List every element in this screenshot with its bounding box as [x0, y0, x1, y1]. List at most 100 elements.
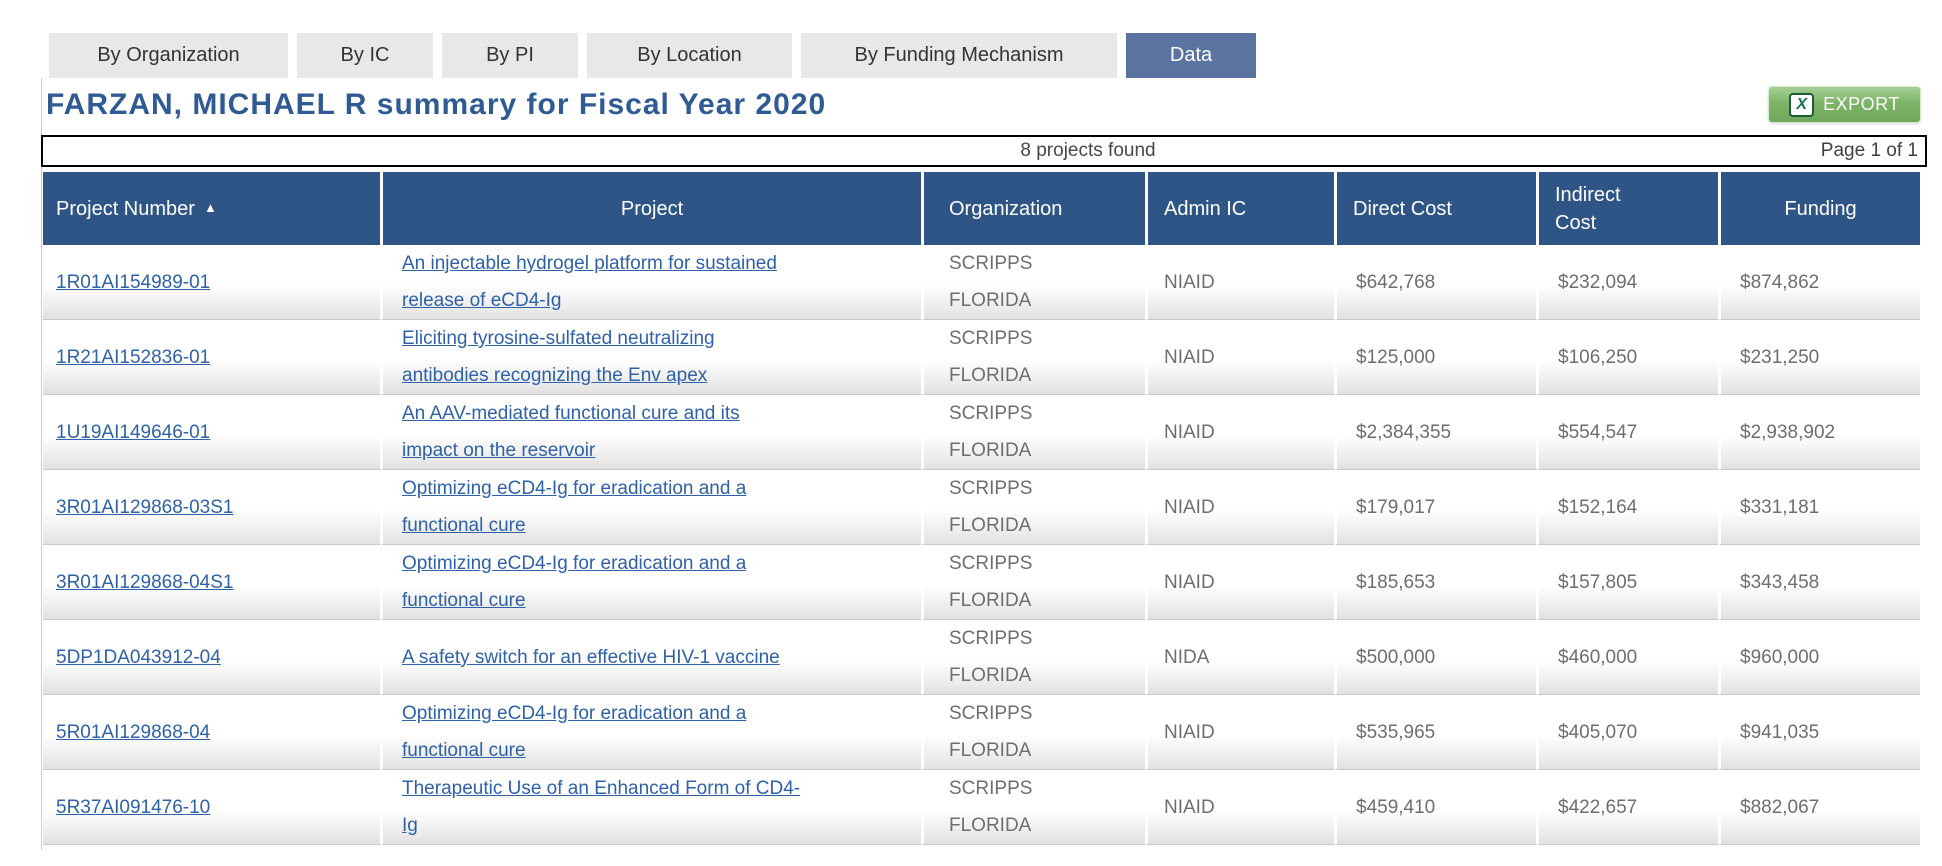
cell-admin-ic: NIAID — [1145, 395, 1334, 470]
column-header-funding[interactable]: Funding — [1718, 172, 1920, 245]
cell-organization: SCRIPPS FLORIDA — [921, 545, 1145, 620]
project-title-link[interactable]: An AAV-mediated functional cure and its … — [402, 403, 740, 461]
project-title-link[interactable]: Optimizing eCD4-Ig for eradication and a… — [402, 553, 747, 611]
cell-project: An injectable hydrogel platform for sust… — [380, 245, 921, 320]
column-header-label: Organization — [949, 197, 1063, 220]
export-button[interactable]: X EXPORT — [1768, 86, 1921, 123]
project-number-link[interactable]: 5R01AI129868-04 — [56, 721, 211, 743]
cell-direct-cost: $185,653 — [1334, 545, 1536, 620]
projects-table: Project Number ▲ Project Organization Adm… — [43, 172, 1920, 845]
results-bar: 8 projects found Page 1 of 1 — [41, 135, 1927, 167]
export-button-label: EXPORT — [1823, 94, 1900, 114]
column-header-direct-cost[interactable]: Direct Cost — [1334, 172, 1536, 245]
column-header-label: Direct Cost — [1353, 197, 1452, 220]
tab-by-funding-mechanism[interactable]: By Funding Mechanism — [801, 33, 1117, 78]
project-number-link[interactable]: 1R01AI154989-01 — [56, 271, 211, 293]
project-title-link[interactable]: Eliciting tyrosine-sulfated neutralizing… — [402, 328, 715, 386]
column-header-label: Admin IC — [1164, 197, 1247, 220]
cell-project: A safety switch for an effective HIV-1 v… — [380, 620, 921, 695]
cell-project: An AAV-mediated functional cure and its … — [380, 395, 921, 470]
cell-admin-ic: NIAID — [1145, 320, 1334, 395]
cell-funding: $2,938,902 — [1718, 395, 1920, 470]
cell-direct-cost: $459,410 — [1334, 770, 1536, 845]
projects-found-count: 8 projects found — [1020, 140, 1156, 161]
cell-funding: $960,000 — [1718, 620, 1920, 695]
tab-by-pi[interactable]: By PI — [442, 33, 578, 78]
excel-icon: X — [1789, 92, 1815, 117]
project-title-link[interactable]: Optimizing eCD4-Ig for eradication and a… — [402, 703, 747, 761]
cell-funding: $331,181 — [1718, 470, 1920, 545]
page-title: FARZAN, MICHAEL R summary for Fiscal Yea… — [46, 88, 827, 121]
sort-ascending-icon: ▲ — [203, 199, 217, 215]
cell-direct-cost: $2,384,355 — [1334, 395, 1536, 470]
cell-organization: SCRIPPS FLORIDA — [921, 695, 1145, 770]
cell-organization: SCRIPPS FLORIDA — [921, 620, 1145, 695]
project-number-link[interactable]: 5R37AI091476-10 — [56, 796, 211, 818]
cell-organization: SCRIPPS FLORIDA — [921, 470, 1145, 545]
cell-project-number: 1R01AI154989-01 — [43, 245, 380, 320]
cell-project-number: 1U19AI149646-01 — [43, 395, 380, 470]
cell-indirect-cost: $422,657 — [1536, 770, 1718, 845]
column-header-label: Indirect Cost — [1555, 183, 1621, 234]
cell-project: Optimizing eCD4-Ig for eradication and a… — [380, 545, 921, 620]
tab-by-organization[interactable]: By Organization — [49, 33, 288, 78]
tab-by-location[interactable]: By Location — [587, 33, 792, 78]
project-title-link[interactable]: Therapeutic Use of an Enhanced Form of C… — [402, 778, 801, 836]
cell-project-number: 3R01AI129868-03S1 — [43, 470, 380, 545]
cell-admin-ic: NIAID — [1145, 245, 1334, 320]
project-title-link[interactable]: A safety switch for an effective HIV-1 v… — [402, 646, 780, 668]
cell-organization: SCRIPPS FLORIDA — [921, 770, 1145, 845]
cell-indirect-cost: $405,070 — [1536, 695, 1718, 770]
project-number-link[interactable]: 1U19AI149646-01 — [56, 421, 211, 443]
cell-admin-ic: NIAID — [1145, 695, 1334, 770]
cell-project-number: 3R01AI129868-04S1 — [43, 545, 380, 620]
tab-by-ic[interactable]: By IC — [297, 33, 433, 78]
cell-admin-ic: NIAID — [1145, 770, 1334, 845]
cell-direct-cost: $500,000 — [1334, 620, 1536, 695]
cell-indirect-cost: $232,094 — [1536, 245, 1718, 320]
table-row: 3R01AI129868-03S1 Optimizing eCD4-Ig for … — [43, 470, 1920, 545]
project-number-link[interactable]: 3R01AI129868-03S1 — [56, 496, 234, 518]
projects-table-body: 1R01AI154989-01 An injectable hydrogel pl… — [43, 245, 1920, 845]
cell-organization: SCRIPPS FLORIDA — [921, 395, 1145, 470]
cell-project-number: 5R01AI129868-04 — [43, 695, 380, 770]
cell-indirect-cost: $152,164 — [1536, 470, 1718, 545]
table-row: 1R21AI152836-01 Eliciting tyrosine-sulfat… — [43, 320, 1920, 395]
table-row: 3R01AI129868-04S1 Optimizing eCD4-Ig for … — [43, 545, 1920, 620]
cell-indirect-cost: $106,250 — [1536, 320, 1718, 395]
project-number-link[interactable]: 1R21AI152836-01 — [56, 346, 211, 368]
project-title-link[interactable]: An injectable hydrogel platform for sust… — [402, 253, 777, 311]
cell-direct-cost: $642,768 — [1334, 245, 1536, 320]
column-header-label: Project Number — [56, 197, 195, 220]
cell-indirect-cost: $157,805 — [1536, 545, 1718, 620]
cell-admin-ic: NIAID — [1145, 470, 1334, 545]
cell-indirect-cost: $460,000 — [1536, 620, 1718, 695]
cell-project-number: 1R21AI152836-01 — [43, 320, 380, 395]
cell-project: Optimizing eCD4-Ig for eradication and a… — [380, 470, 921, 545]
table-row: 1U19AI149646-01 An AAV-mediated functiona… — [43, 395, 1920, 470]
cell-organization: SCRIPPS FLORIDA — [921, 245, 1145, 320]
tab-data[interactable]: Data — [1126, 33, 1256, 78]
cell-indirect-cost: $554,547 — [1536, 395, 1718, 470]
page-indicator: Page 1 of 1 — [1820, 140, 1918, 161]
column-header-indirect-cost[interactable]: Indirect Cost — [1536, 172, 1718, 245]
cell-project-number: 5DP1DA043912-04 — [43, 620, 380, 695]
column-header-project-number[interactable]: Project Number ▲ — [43, 172, 380, 245]
cell-project: Therapeutic Use of an Enhanced Form of C… — [380, 770, 921, 845]
column-header-project[interactable]: Project — [380, 172, 921, 245]
cell-direct-cost: $535,965 — [1334, 695, 1536, 770]
cell-organization: SCRIPPS FLORIDA — [921, 320, 1145, 395]
column-header-admin-ic[interactable]: Admin IC — [1145, 172, 1334, 245]
project-number-link[interactable]: 3R01AI129868-04S1 — [56, 571, 234, 593]
table-row: 5R37AI091476-10 Therapeutic Use of an Enh… — [43, 770, 1920, 845]
cell-admin-ic: NIDA — [1145, 620, 1334, 695]
table-row: 5R01AI129868-04 Optimizing eCD4-Ig for er… — [43, 695, 1920, 770]
project-title-link[interactable]: Optimizing eCD4-Ig for eradication and a… — [402, 478, 747, 536]
cell-funding: $874,862 — [1718, 245, 1920, 320]
project-number-link[interactable]: 5DP1DA043912-04 — [56, 646, 221, 668]
column-header-label: Project — [620, 197, 684, 220]
table-header-row: Project Number ▲ Project Organization Adm… — [43, 172, 1920, 245]
column-header-organization[interactable]: Organization — [921, 172, 1145, 245]
table-row: 1R01AI154989-01 An injectable hydrogel pl… — [43, 245, 1920, 320]
tab-bar: By Organization By IC By PI By Location … — [49, 33, 1256, 78]
